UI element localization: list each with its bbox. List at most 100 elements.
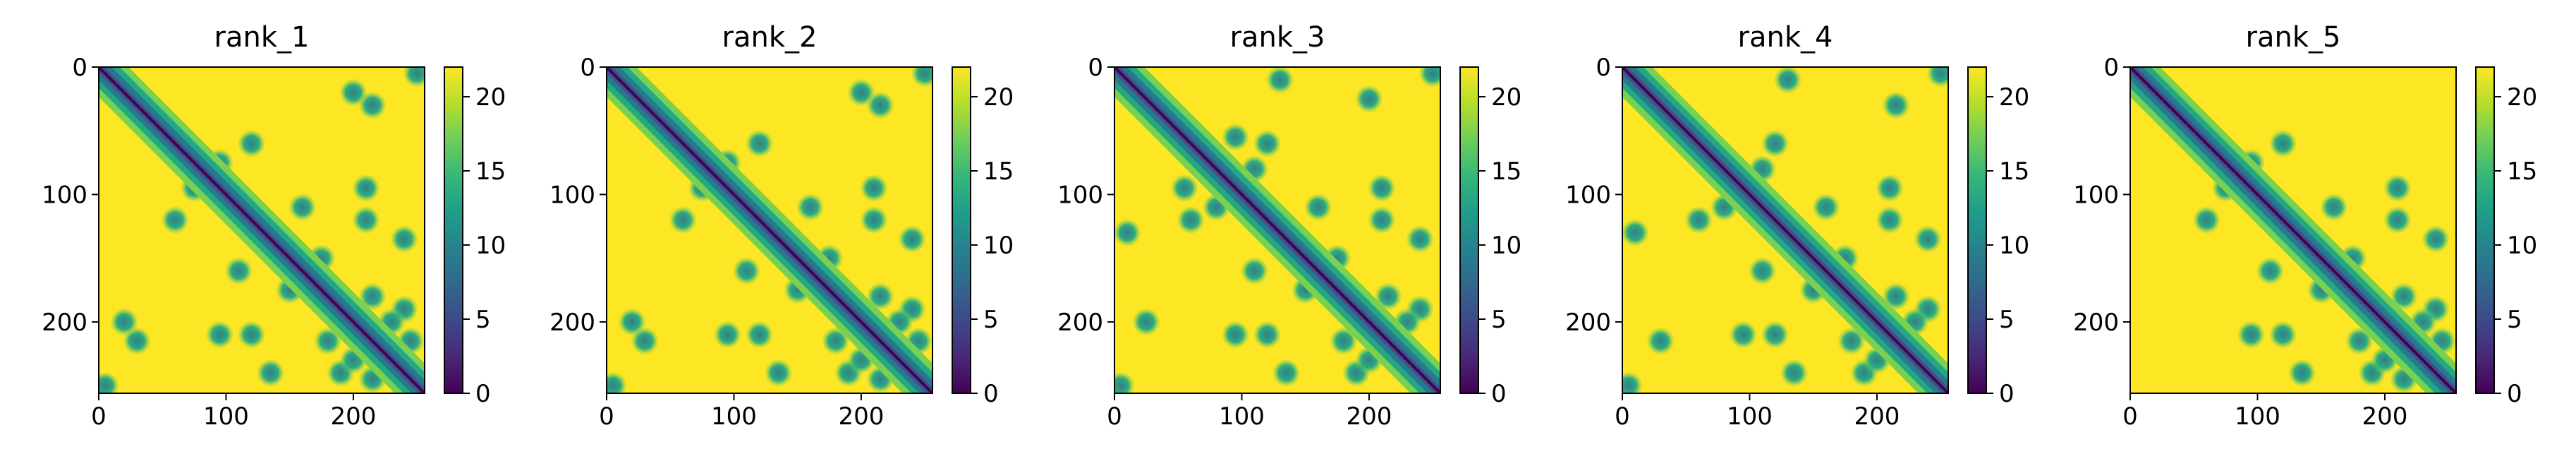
contact-blob [161,205,190,234]
contact-blob [2237,320,2266,349]
contact-blob [1329,327,1358,356]
colorbar-tick-label: 15 [983,157,1014,186]
y-tick-label: 200 [1565,309,1611,337]
contact-blob [2345,327,2374,356]
colorbar-tick-label: 5 [1491,306,1507,334]
contact-blob [745,320,774,349]
colorbar-tick-label: 0 [2507,380,2522,408]
axes-frame [2130,66,2457,394]
colorbar-tick-label: 10 [1491,232,1521,260]
y-tick-label: 0 [1596,54,1611,82]
axes-frame [1622,66,1949,394]
contact-blob [358,282,387,311]
contact-blob [2288,359,2316,388]
y-tick-label: 0 [580,54,595,82]
contact-blob [631,327,660,356]
contact-blob [1882,282,1911,311]
chart-title: rank_4 [1738,21,1833,54]
contact-blob [205,320,234,349]
contact-blob [123,327,152,356]
contact-blob [1875,205,1904,234]
colorbar-frame [444,66,463,394]
x-tick-label: 0 [599,402,614,431]
contact-blob [1406,225,1435,253]
colorbar-tick-label: 5 [1999,306,2015,334]
colorbar-tick-label: 10 [983,232,1014,260]
axes-frame [98,66,425,394]
diagonal-band [99,67,425,393]
contact-blob [358,91,387,120]
contact-blob [745,129,774,158]
contact-blob [859,174,888,203]
contact-blob [1367,205,1396,234]
contact-blob [732,256,761,285]
x-tick-label: 200 [330,402,376,431]
colorbar-tick-label: 0 [475,380,491,408]
contact-blob [1914,225,1943,253]
colorbar-frame [2475,66,2495,394]
y-tick-label: 0 [72,54,87,82]
contact-blob [796,193,825,222]
contact-blob [1272,359,1301,388]
contact-blob [866,91,895,120]
contact-blob [1221,320,1250,349]
colorbar-tick-label: 0 [983,380,999,408]
contact-blob [1132,307,1161,336]
y-tick-label: 200 [1057,309,1103,337]
chart-panel-1: 0 100 200 0 100 200 rank_1 0 5 10 15 20 [42,21,506,431]
chart-title: rank_1 [214,21,310,54]
contact-blob [1177,205,1205,234]
contact-blob [2383,205,2412,234]
chart-panel-3: 0 100 200 0 100 200 rank_3 0 5 10 15 20 [1057,21,1521,431]
x-tick-label: 0 [2122,402,2138,431]
contact-blob [1773,67,1802,95]
contact-blob [351,205,380,234]
diagonal-band [607,67,932,393]
colorbar-frame [1967,66,1987,394]
colorbar-tick-label: 5 [983,306,999,334]
x-tick-label: 200 [1346,402,1392,431]
colorbar-frame [1459,66,1479,394]
contact-blob [1646,327,1675,356]
y-tick-label: 100 [549,181,595,209]
y-tick-label: 200 [2073,309,2119,337]
chart-panel-4: 0 100 200 0 100 200 rank_4 0 5 10 15 20 [1565,21,2029,431]
colorbar-tick-label: 20 [475,83,506,112]
x-tick-label: 200 [838,402,884,431]
contact-blob [224,256,253,285]
contact-blob [2256,256,2285,285]
chart-title: rank_3 [1230,21,1325,54]
colorbar-tick-label: 10 [2507,232,2537,260]
x-tick-label: 0 [1615,402,1630,431]
colorbar-tick-label: 10 [475,232,506,260]
contact-blob [288,193,317,222]
contact-blob [713,320,742,349]
axes-frame [606,66,933,394]
contact-blob [764,359,793,388]
colorbar-tick-label: 20 [2507,83,2537,112]
colorbar [444,67,463,393]
contact-blob [2383,174,2412,203]
contact-blob [859,205,888,234]
contact-blob [1253,129,1282,158]
colorbar [952,67,971,393]
contact-blob [237,129,266,158]
contact-blob [2268,129,2297,158]
contact-blob [2422,225,2450,253]
x-tick-label: 100 [203,402,249,431]
contact-blob [1882,91,1911,120]
colorbar-tick-label: 0 [1491,380,1507,408]
contact-blob [1761,320,1790,349]
contact-blob [1811,193,1840,222]
contact-blob [1684,205,1713,234]
contact-blob [237,320,266,349]
diagonal-band [2130,67,2456,393]
x-tick-label: 100 [2235,402,2280,431]
colorbar-tick-label: 15 [475,157,506,186]
contact-blob [1748,256,1777,285]
y-tick-label: 100 [1057,181,1103,209]
x-tick-label: 100 [711,402,757,431]
contact-blob [351,174,380,203]
y-tick-label: 100 [42,181,87,209]
